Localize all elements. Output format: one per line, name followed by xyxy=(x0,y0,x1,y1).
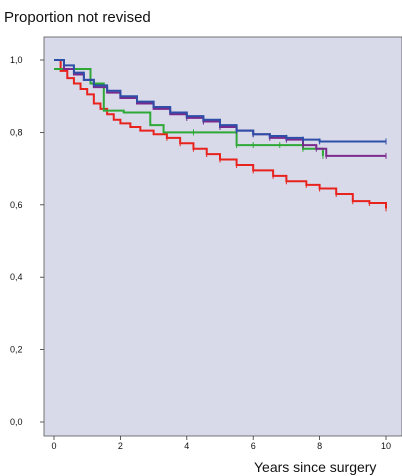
y-tick-label: 1,0 xyxy=(10,55,23,65)
y-tick-label: 0,2 xyxy=(10,345,23,355)
x-axis-label: Years since surgery xyxy=(254,459,376,475)
x-tick-label: 10 xyxy=(381,441,391,451)
y-tick-label: 0,6 xyxy=(10,200,23,210)
x-axis: 0 2 4 6 8 10 xyxy=(51,436,391,451)
x-tick-label: 0 xyxy=(51,441,56,451)
plot-area xyxy=(43,36,402,437)
x-tick-label: 4 xyxy=(184,441,189,451)
series-line-4 xyxy=(54,59,386,143)
x-tick-label: 2 xyxy=(118,441,123,451)
series-layer xyxy=(54,59,387,212)
y-axis: 0,0 0,2 0,4 0,6 0,8 1,0 xyxy=(10,55,44,427)
y-tick-label: 0,8 xyxy=(10,127,23,137)
y-axis-label: Proportion not revised xyxy=(4,9,151,26)
y-tick-label: 0,4 xyxy=(10,272,23,282)
y-tick-label: 0,0 xyxy=(10,417,23,427)
x-tick-label: 6 xyxy=(251,441,256,451)
x-tick-label: 8 xyxy=(317,441,322,451)
